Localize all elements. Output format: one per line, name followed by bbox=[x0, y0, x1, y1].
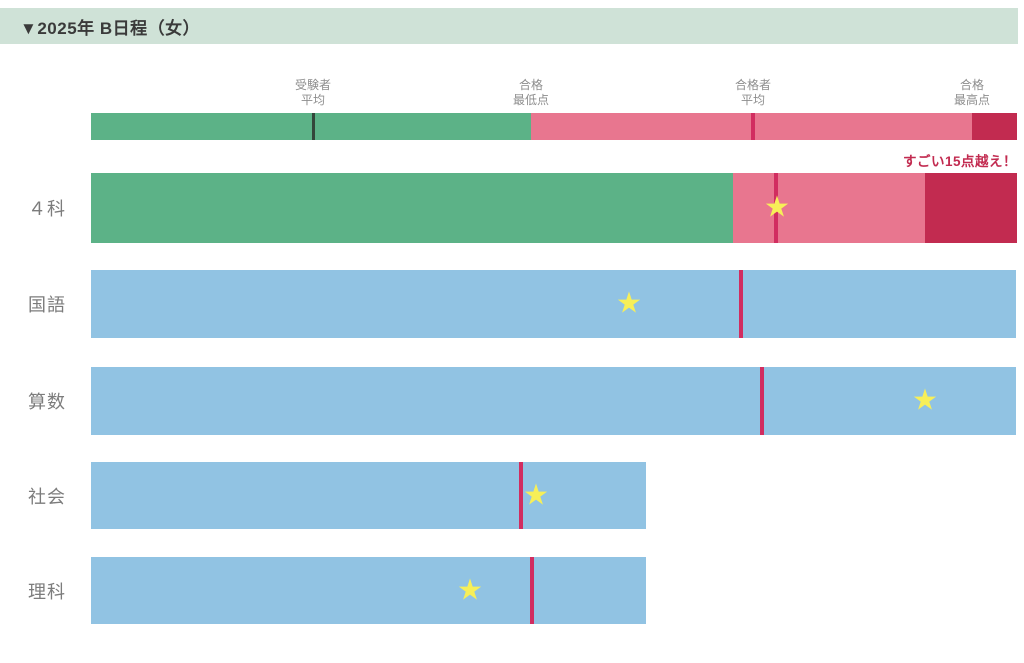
average-line-sansuu bbox=[760, 367, 764, 435]
pass-minimum-label-line: 合格 bbox=[518, 78, 543, 92]
examinee-average-label-line: 受験者 bbox=[294, 78, 331, 92]
row-label-kokugo: 国語 bbox=[28, 295, 66, 315]
average-line-4ka bbox=[774, 173, 778, 243]
pass-range bbox=[733, 173, 925, 243]
score-range bbox=[91, 462, 646, 529]
average-line-rika bbox=[530, 557, 534, 624]
examinee-average-label-line: 平均 bbox=[300, 93, 325, 107]
row-label-rika: 理科 bbox=[28, 581, 66, 602]
pass-minimum-label: 合格 最低点 bbox=[471, 78, 591, 108]
top-score-range bbox=[925, 173, 1017, 243]
examinee-average-label: 受験者 平均 bbox=[253, 78, 373, 108]
score-star: ★ bbox=[616, 287, 642, 320]
passer-average-label-line: 合格者 bbox=[734, 78, 771, 92]
score-annotation: すごい15点越え！ bbox=[902, 154, 1017, 169]
subject-bar-4ka: ★ bbox=[91, 173, 1017, 243]
below-minimum-range bbox=[91, 173, 733, 243]
score-star: ★ bbox=[764, 191, 790, 224]
row-label-sansuu: 算数 bbox=[28, 392, 66, 412]
section-header[interactable]: ▼2025年 B日程（女） bbox=[0, 8, 1018, 44]
average-line-kokugo bbox=[739, 270, 743, 338]
score-range bbox=[91, 270, 1016, 338]
average-line-shakai bbox=[519, 462, 523, 529]
pass-maximum-label-line: 最高点 bbox=[953, 93, 990, 107]
passer-average-line bbox=[751, 113, 755, 140]
score-range bbox=[91, 367, 1016, 435]
subject-bar-rika: ★ bbox=[91, 557, 646, 624]
score-range bbox=[91, 557, 646, 624]
subject-bar-shakai: ★ bbox=[91, 462, 646, 529]
examinee-average-line bbox=[311, 113, 315, 140]
score-star: ★ bbox=[457, 574, 483, 606]
passer-average-label: 合格者 平均 bbox=[693, 78, 813, 108]
subject-bar-kokugo: ★ bbox=[91, 270, 1016, 338]
row-label-shakai: 社会 bbox=[28, 486, 66, 507]
passer-average-label-line: 平均 bbox=[740, 93, 765, 107]
legend-bar bbox=[91, 113, 1017, 140]
score-star: ★ bbox=[912, 384, 938, 417]
pass-maximum-label: 合格 最高点 bbox=[912, 78, 1024, 108]
row-label-4ka: ４科 bbox=[28, 199, 66, 219]
top-score-range bbox=[972, 113, 1017, 140]
subject-bar-sansuu: ★ bbox=[91, 367, 1016, 435]
pass-maximum-label-line: 合格 bbox=[959, 78, 984, 92]
score-star: ★ bbox=[523, 479, 549, 511]
pass-minimum-label-line: 最低点 bbox=[512, 93, 549, 107]
below-minimum-range bbox=[91, 113, 531, 140]
